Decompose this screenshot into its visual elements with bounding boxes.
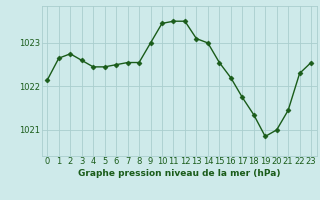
X-axis label: Graphe pression niveau de la mer (hPa): Graphe pression niveau de la mer (hPa) [78, 169, 280, 178]
